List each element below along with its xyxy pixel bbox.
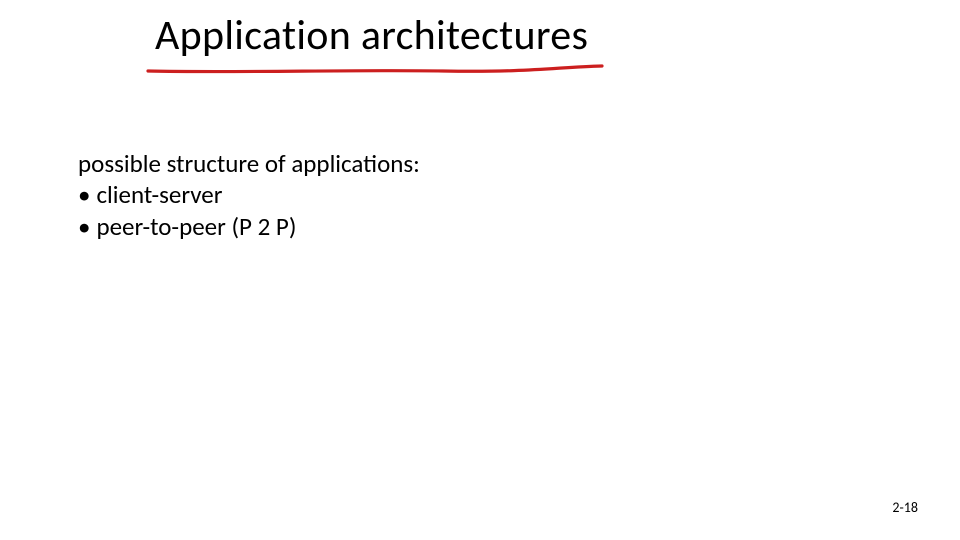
bullet-dot-icon: •	[78, 179, 90, 210]
slide: Application architectures possible struc…	[0, 0, 960, 540]
title-underline	[140, 62, 620, 86]
page-number: 2-18	[892, 499, 918, 516]
bullet-item: •peer-to-peer (P 2 P)	[78, 211, 838, 242]
page-title: Application architectures	[155, 10, 588, 61]
title-wrap: Application architectures	[155, 10, 588, 61]
bullet-dot-icon: •	[78, 211, 90, 242]
bullet-item: •client-server	[78, 179, 838, 210]
body-content: possible structure of applications: •cli…	[78, 148, 838, 242]
bullet-text: peer-to-peer (P 2 P)	[96, 211, 296, 242]
bullet-text: client-server	[96, 179, 222, 210]
body-intro: possible structure of applications:	[78, 148, 838, 179]
